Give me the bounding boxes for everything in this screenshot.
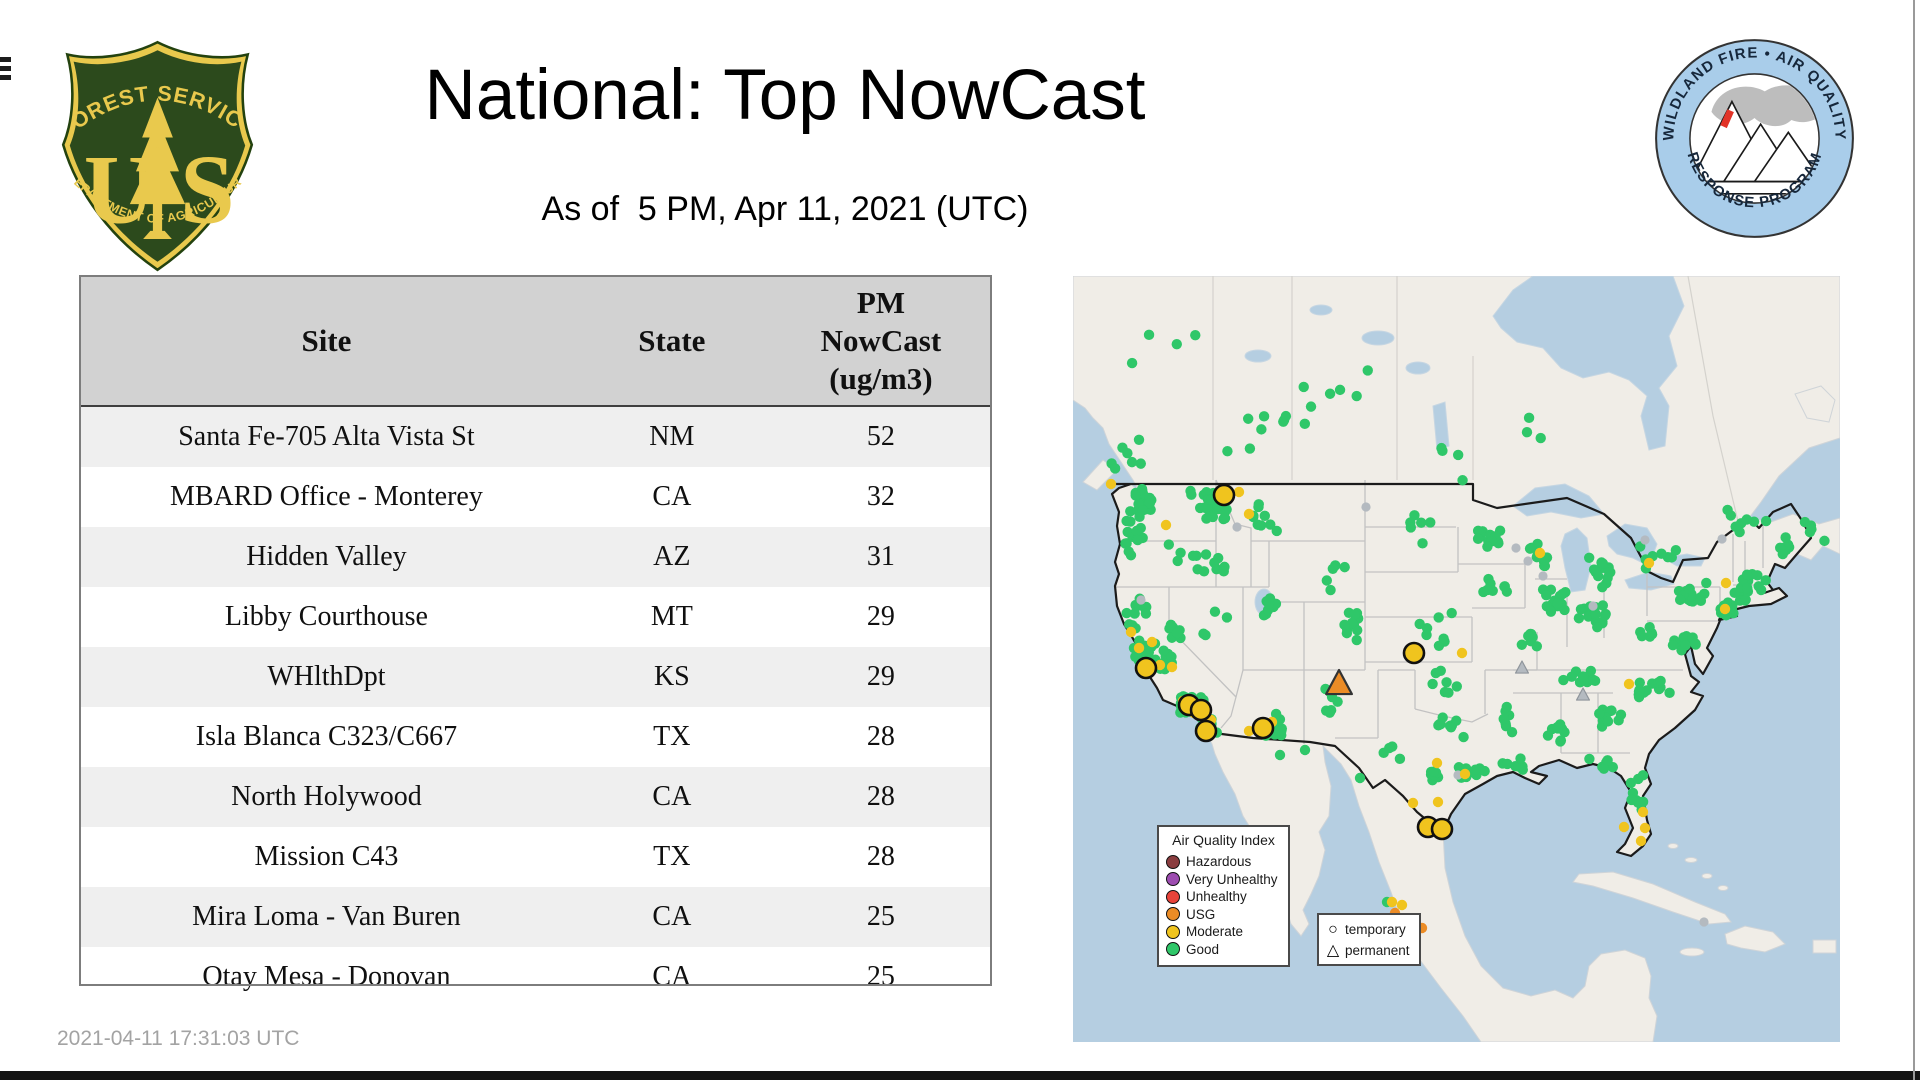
column-header-state: State bbox=[571, 277, 772, 407]
monitor-type-legend: ○ temporary △ permanent bbox=[1317, 913, 1421, 966]
table-row: Libby Courthouse MT 29 bbox=[81, 587, 990, 647]
cell-site: MBARD Office - Monterey bbox=[81, 467, 572, 527]
aqi-legend-label: Unhealthy bbox=[1186, 889, 1247, 905]
cell-state: TX bbox=[571, 707, 772, 767]
aqi-legend-label: Hazardous bbox=[1186, 854, 1252, 870]
map-province-lines bbox=[1212, 276, 1742, 535]
cell-state: AZ bbox=[571, 527, 772, 587]
good-swatch-icon bbox=[1166, 942, 1180, 957]
cell-value: 25 bbox=[771, 887, 990, 947]
cell-state: CA bbox=[571, 887, 772, 947]
cell-site: Libby Courthouse bbox=[81, 587, 572, 647]
aqi-legend-label: Moderate bbox=[1186, 924, 1244, 940]
cell-value: 52 bbox=[771, 406, 990, 467]
cell-state: MT bbox=[571, 587, 772, 647]
aqi-legend-item: Very Unhealthy bbox=[1166, 871, 1281, 889]
table-header-row: Site State PM NowCast (ug/m3) bbox=[81, 277, 990, 407]
column-header-site: Site bbox=[81, 277, 572, 407]
cell-state: CA bbox=[571, 467, 772, 527]
usg-swatch-icon bbox=[1166, 907, 1180, 922]
cell-site: Hidden Valley bbox=[81, 527, 572, 587]
cell-value: 29 bbox=[771, 587, 990, 647]
aqi-legend-label: Good bbox=[1186, 941, 1220, 957]
table-row: MBARD Office - Monterey CA 32 bbox=[81, 467, 990, 527]
table-row: Otay Mesa - Donovan CA 25 bbox=[81, 947, 990, 1007]
page-title: National: Top NowCast bbox=[424, 56, 1146, 135]
monitor-type-item: ○ temporary bbox=[1325, 919, 1413, 940]
wf-logo-fire-mark bbox=[1720, 109, 1734, 129]
fs-logo-tree-icon bbox=[129, 97, 186, 240]
aqi-legend-label: USG bbox=[1186, 906, 1216, 922]
monitor-type-label: permanent bbox=[1345, 943, 1410, 958]
moderate-swatch-icon bbox=[1166, 924, 1180, 939]
aqi-legend-item: Unhealthy bbox=[1166, 888, 1281, 906]
hazardous-swatch-icon bbox=[1166, 854, 1180, 869]
aqi-legend-item: Hazardous bbox=[1166, 853, 1281, 871]
column-header-pm-nowcast: PM NowCast (ug/m3) bbox=[771, 277, 990, 407]
map-canvas bbox=[1073, 276, 1840, 1042]
cell-site: Isla Blanca C323/C667 bbox=[81, 707, 572, 767]
cell-state: TX bbox=[571, 827, 772, 887]
cell-site: Santa Fe-705 Alta Vista St bbox=[81, 406, 572, 467]
cell-state: CA bbox=[571, 767, 772, 827]
wf-logo-mountains bbox=[1690, 99, 1819, 183]
cell-value: 25 bbox=[771, 947, 990, 1007]
cell-site: North Holywood bbox=[81, 767, 572, 827]
aqi-map: Air Quality Index Hazardous Very Unhealth… bbox=[1073, 276, 1840, 1042]
generated-timestamp: 2021-04-11 17:31:03 UTC bbox=[57, 1027, 300, 1050]
table-row: Mira Loma - Van Buren CA 25 bbox=[81, 887, 990, 947]
map-islands bbox=[1082, 385, 1837, 957]
cell-value: 28 bbox=[771, 767, 990, 827]
table-row: Hidden Valley AZ 31 bbox=[81, 527, 990, 587]
table-row: WHlthDpt KS 29 bbox=[81, 647, 990, 707]
cell-site: Mira Loma - Van Buren bbox=[81, 887, 572, 947]
monitor-type-item: △ permanent bbox=[1325, 940, 1413, 961]
right-edge-line bbox=[1913, 0, 1915, 1080]
cell-site: Mission C43 bbox=[81, 827, 572, 887]
cell-site: Otay Mesa - Donovan bbox=[81, 947, 572, 1007]
aqi-legend-item: USG bbox=[1166, 906, 1281, 924]
aqi-legend: Air Quality Index Hazardous Very Unhealth… bbox=[1157, 825, 1290, 967]
cell-state: KS bbox=[571, 647, 772, 707]
very_unhealthy-swatch-icon bbox=[1166, 872, 1180, 887]
screen-edge-artifact bbox=[0, 57, 11, 84]
aqi-legend-title: Air Quality Index bbox=[1172, 832, 1275, 848]
unhealthy-swatch-icon bbox=[1166, 889, 1180, 904]
cell-state: NM bbox=[571, 406, 772, 467]
map-marker-layer bbox=[1105, 329, 1830, 934]
aqi-legend-item: Moderate bbox=[1166, 923, 1281, 941]
nowcast-table: Site State PM NowCast (ug/m3) Santa Fe-7… bbox=[81, 277, 990, 1007]
table-row: Isla Blanca C323/C667 TX 28 bbox=[81, 707, 990, 767]
fs-logo-letter-s: S bbox=[180, 136, 235, 245]
wfaqrp-logo: WILDLAND FIRE • AIR QUALITY RESPONSE PRO… bbox=[1655, 39, 1854, 238]
temporary-glyph-icon: ○ bbox=[1328, 920, 1338, 938]
cell-value: 29 bbox=[771, 647, 990, 707]
aqi-legend-label: Very Unhealthy bbox=[1186, 871, 1278, 887]
table-row: North Holywood CA 28 bbox=[81, 767, 990, 827]
cell-state: CA bbox=[571, 947, 772, 1007]
permanent-glyph-icon: △ bbox=[1326, 941, 1340, 959]
cell-value: 31 bbox=[771, 527, 990, 587]
page-subtitle: As of 5 PM, Apr 11, 2021 (UTC) bbox=[541, 190, 1029, 228]
table-row: Santa Fe-705 Alta Vista St NM 52 bbox=[81, 406, 990, 467]
monitor-type-label: temporary bbox=[1345, 922, 1406, 937]
cell-value: 28 bbox=[771, 827, 990, 887]
table-row: Mission C43 TX 28 bbox=[81, 827, 990, 887]
cell-value: 28 bbox=[771, 707, 990, 767]
aqi-legend-item: Good bbox=[1166, 941, 1281, 959]
cell-site: WHlthDpt bbox=[81, 647, 572, 707]
cell-value: 32 bbox=[771, 467, 990, 527]
bottom-edge-bar bbox=[0, 1071, 1920, 1080]
